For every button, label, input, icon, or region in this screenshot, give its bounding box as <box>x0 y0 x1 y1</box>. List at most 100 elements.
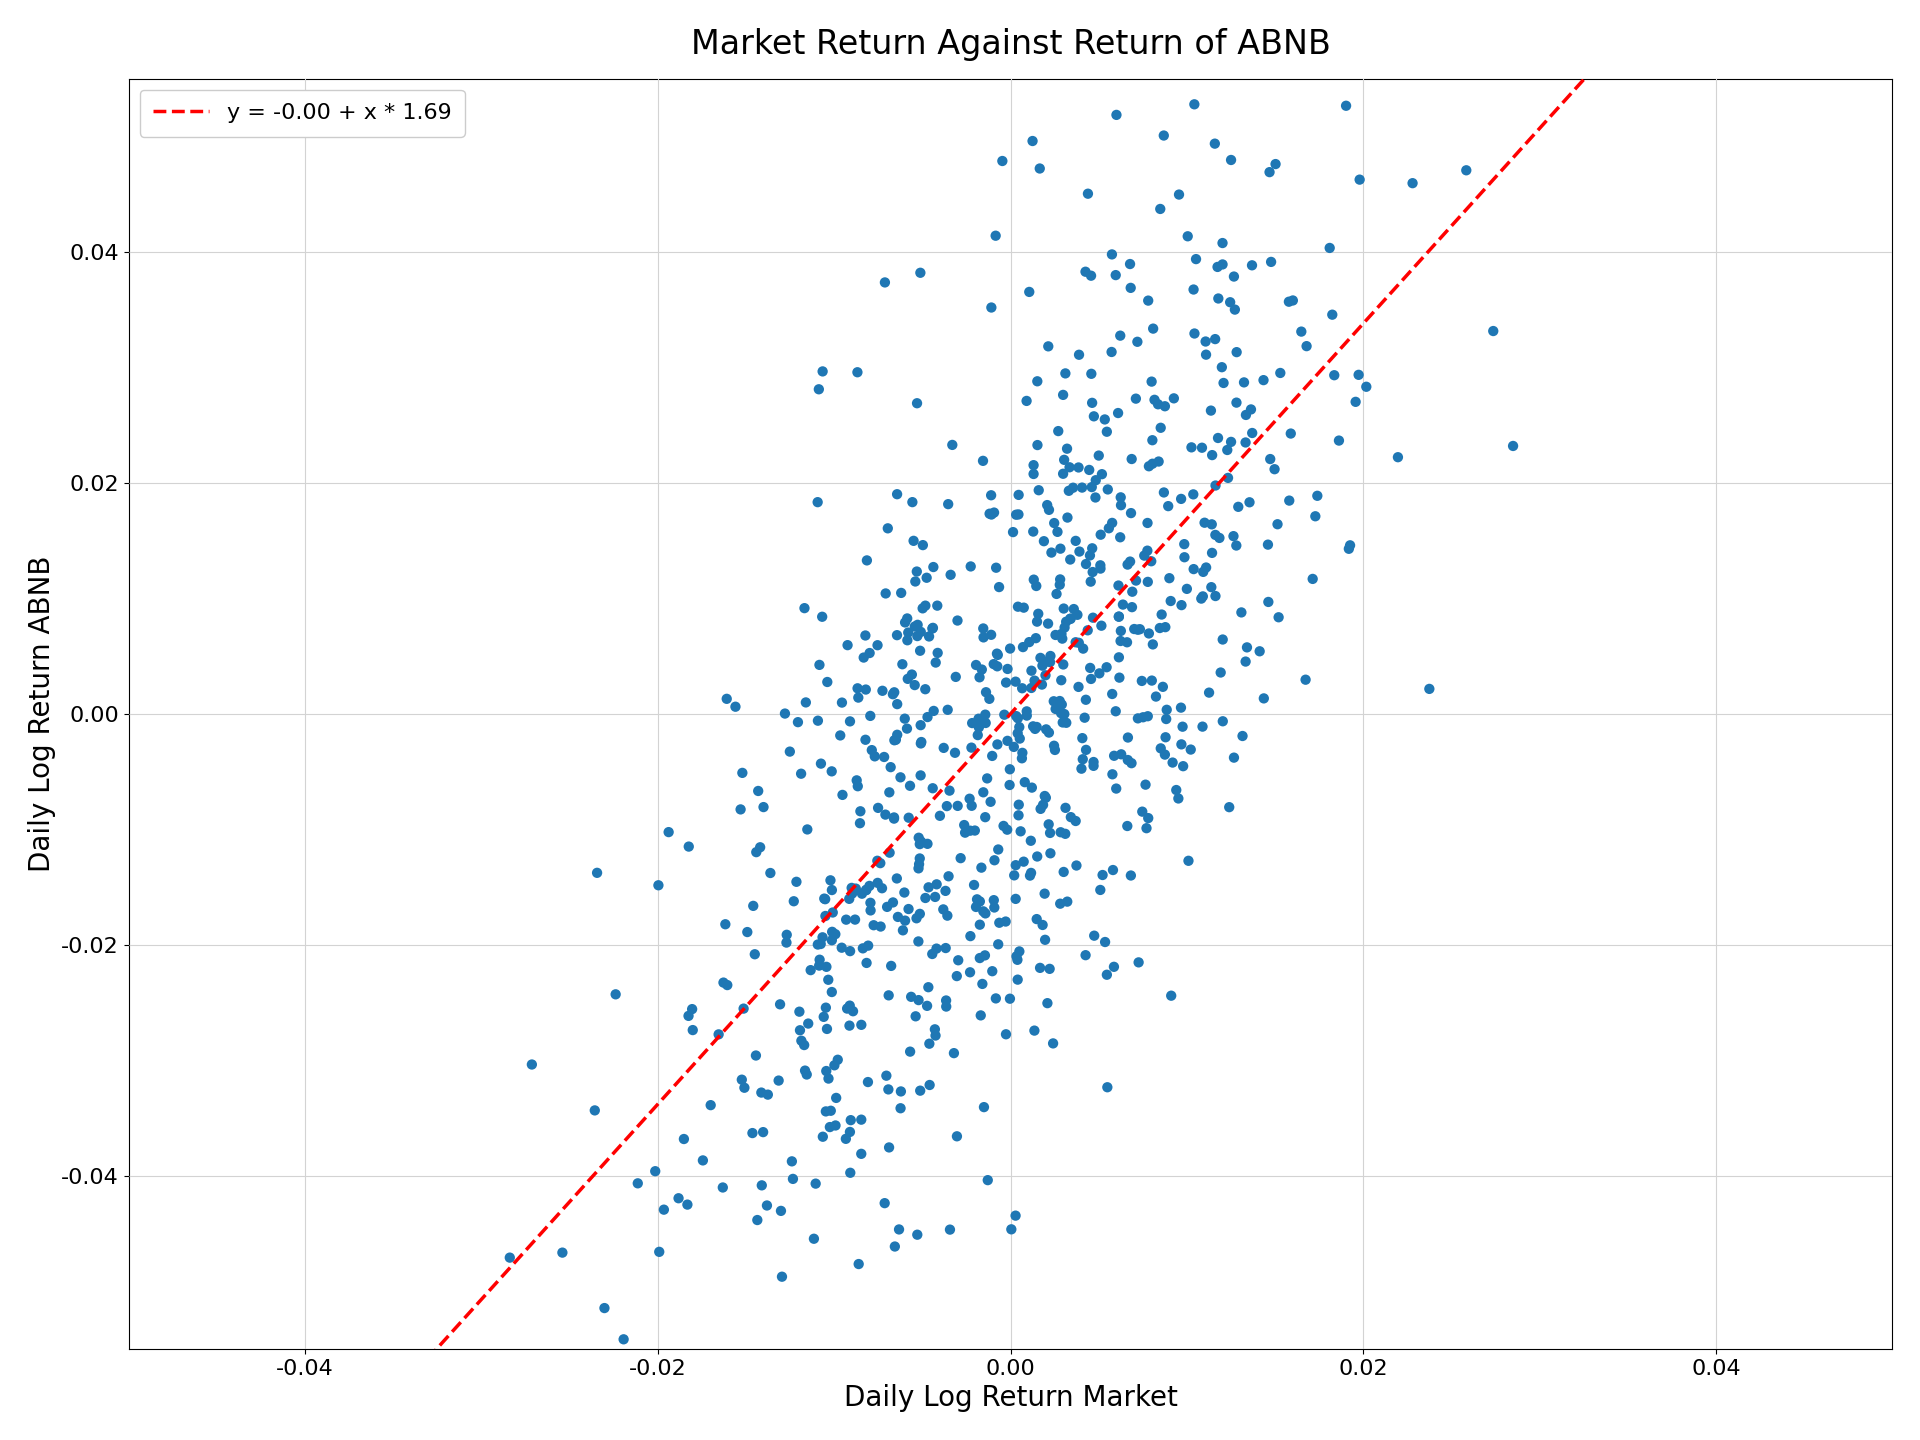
Point <box>920 886 950 909</box>
Point <box>900 570 931 593</box>
Point <box>1181 248 1212 271</box>
Point <box>998 521 1029 544</box>
Point <box>1018 520 1048 543</box>
Point <box>954 960 985 984</box>
Point <box>582 861 612 884</box>
Point <box>1277 289 1308 312</box>
Point <box>1021 611 1052 634</box>
Point <box>1104 645 1135 668</box>
Point <box>1069 706 1100 729</box>
Point <box>879 806 910 829</box>
Point <box>1171 577 1202 600</box>
Point <box>804 948 835 971</box>
Point <box>1204 287 1235 310</box>
Point <box>1092 1076 1123 1099</box>
Point <box>862 871 893 894</box>
Point <box>1004 793 1035 816</box>
Point <box>881 729 912 752</box>
Point <box>653 821 684 844</box>
Point <box>1260 458 1290 481</box>
Point <box>1056 805 1087 828</box>
Point <box>814 1067 845 1090</box>
Point <box>1200 327 1231 350</box>
Point <box>728 762 758 785</box>
Point <box>847 1014 877 1037</box>
Point <box>1002 721 1033 744</box>
Point <box>1073 458 1104 481</box>
Point <box>1052 438 1083 461</box>
Point <box>1031 719 1062 742</box>
Point <box>1121 330 1152 353</box>
Point <box>1140 685 1171 708</box>
Point <box>1154 567 1185 590</box>
Point <box>1031 664 1062 687</box>
Point <box>816 868 847 891</box>
Point <box>1121 569 1152 592</box>
Point <box>1334 537 1365 560</box>
Point <box>900 907 931 930</box>
Point <box>1398 171 1428 194</box>
Point <box>1116 550 1146 573</box>
Point <box>1020 1020 1050 1043</box>
Point <box>1058 477 1089 500</box>
Point <box>968 626 998 649</box>
Point <box>1125 618 1156 641</box>
Point <box>1052 890 1083 913</box>
Point <box>1169 546 1200 569</box>
Point <box>1208 253 1238 276</box>
Point <box>726 798 756 821</box>
Point <box>1016 776 1046 799</box>
Point <box>897 985 927 1008</box>
Point <box>962 723 993 746</box>
Point <box>925 805 956 828</box>
Point <box>1382 445 1413 468</box>
Point <box>1069 943 1100 966</box>
Point <box>764 992 795 1015</box>
Point <box>979 848 1010 871</box>
Point <box>1116 501 1146 524</box>
Point <box>1215 431 1246 454</box>
Point <box>1150 726 1181 749</box>
Point <box>1035 821 1066 844</box>
Point <box>854 704 885 727</box>
Point <box>1235 491 1265 514</box>
Point <box>1008 596 1039 619</box>
Point <box>1102 402 1133 425</box>
Point <box>609 1328 639 1351</box>
Point <box>1139 389 1169 412</box>
Point <box>1016 660 1046 683</box>
Point <box>1004 716 1035 739</box>
Point <box>1142 451 1173 474</box>
Point <box>687 1149 718 1172</box>
Point <box>1004 484 1035 507</box>
Point <box>1091 930 1121 953</box>
Point <box>922 873 952 896</box>
Point <box>831 909 862 932</box>
Point <box>755 861 785 884</box>
Point <box>1069 261 1100 284</box>
Point <box>1000 1204 1031 1227</box>
Point <box>1104 575 1135 598</box>
Point <box>987 150 1018 173</box>
Point <box>1048 616 1079 639</box>
Point <box>1319 364 1350 387</box>
Point <box>1221 392 1252 415</box>
Point <box>1033 612 1064 635</box>
Point <box>964 716 995 739</box>
Point <box>1196 399 1227 422</box>
Point <box>902 1223 933 1246</box>
Point <box>1021 907 1052 930</box>
Point <box>920 1018 950 1041</box>
Point <box>883 906 914 929</box>
Point <box>998 736 1029 759</box>
Point <box>1046 668 1077 691</box>
Point <box>922 595 952 618</box>
Point <box>1073 619 1104 642</box>
Point <box>1087 615 1117 638</box>
Point <box>1043 419 1073 442</box>
Point <box>948 814 979 837</box>
Point <box>1046 622 1077 645</box>
Point <box>1260 153 1290 176</box>
Point <box>1016 829 1046 852</box>
Point <box>1106 485 1137 508</box>
